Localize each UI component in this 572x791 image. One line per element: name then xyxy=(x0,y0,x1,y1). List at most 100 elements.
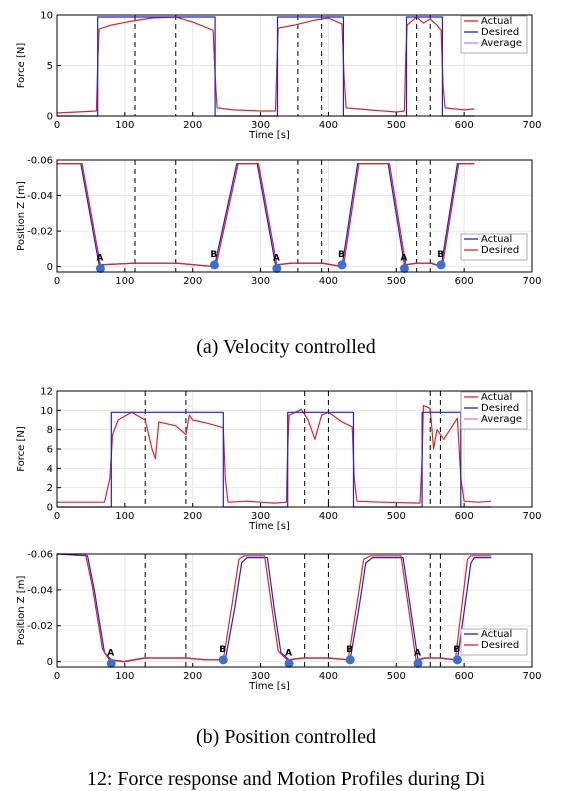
b_position-y-tick-label: 0 xyxy=(47,657,53,668)
b_position-x-tick-label: 300 xyxy=(251,671,270,682)
a_force-y-tick-label: 10 xyxy=(40,11,53,22)
a_position-x-tick-label: 500 xyxy=(387,276,406,287)
b_position-legend-label: Actual xyxy=(481,629,512,640)
b_force-x-tick-label: 700 xyxy=(522,511,541,522)
b_force-y-tick-label: 6 xyxy=(47,445,53,456)
a_position-y-axis-label: Position Z [m] xyxy=(16,181,27,251)
b_position-axes-frame xyxy=(56,553,533,668)
a_position-marker-label: A xyxy=(96,253,103,263)
b_force-y-axis-label: Force [N] xyxy=(16,426,27,472)
a_force-x-tick-label: 400 xyxy=(319,120,338,131)
b_force-legend-label: Actual xyxy=(481,392,512,403)
a_position-marker-point xyxy=(337,260,347,270)
b_force-legend-label: Desired xyxy=(481,403,519,414)
b_position-x-tick-label: 400 xyxy=(319,671,338,682)
b_position-marker-point xyxy=(452,655,462,665)
a_position-y-tick-label: 0 xyxy=(47,262,53,273)
a_position-marker-label: B xyxy=(338,250,345,260)
caption-a: (a) Velocity controlled xyxy=(196,336,376,358)
a_position-series-actual xyxy=(57,163,475,268)
a_position-x-tick-label: 600 xyxy=(455,276,474,287)
b_force-x-axis-label: Time [s] xyxy=(248,521,290,532)
b_force-y-tick-label: 10 xyxy=(40,406,53,417)
b_position-marker-point xyxy=(345,655,355,665)
a_force-x-tick-label: 0 xyxy=(54,120,60,131)
b_force-x-tick-label: 0 xyxy=(54,511,60,522)
a_position-legend-label: Desired xyxy=(481,245,519,256)
a_position-x-tick-label: 200 xyxy=(183,276,202,287)
b_force-y-tick-label: 12 xyxy=(40,387,53,398)
b_force-y-tick-label: 8 xyxy=(47,425,53,436)
b_force-y-tick-label: 0 xyxy=(47,503,53,514)
a_force-y-axis-label: Force [N] xyxy=(16,43,27,89)
b_force-x-tick-label: 300 xyxy=(251,511,270,522)
a_position-marker-point xyxy=(436,260,446,270)
b_position-x-tick-label: 500 xyxy=(387,671,406,682)
a_force-legend-label: Average xyxy=(481,38,522,49)
a_force-legend-box xyxy=(460,15,528,54)
a_position-y-tick-label: -0.02 xyxy=(27,227,53,238)
b_position-legend-label: Desired xyxy=(481,640,519,651)
b_position-x-tick-label: 0 xyxy=(54,671,60,682)
a_position-marker-label: B xyxy=(437,250,444,260)
a_position-legend-label: Actual xyxy=(481,234,512,245)
a_position-axes-frame xyxy=(56,159,533,273)
a_force-y-tick-label: 5 xyxy=(47,61,53,72)
a_position-marker-point xyxy=(95,263,105,273)
b_position-marker-label: A xyxy=(107,648,114,658)
a_position-y-tick-label: -0.04 xyxy=(27,191,53,202)
b_force-x-tick-label: 400 xyxy=(319,511,338,522)
b_force-y-tick-label: 2 xyxy=(47,483,53,494)
b_force-x-tick-label: 600 xyxy=(455,511,474,522)
a_position-marker-point xyxy=(272,263,282,273)
b_position-y-tick-label: -0.06 xyxy=(27,550,53,561)
a_force-x-tick-label: 700 xyxy=(522,120,541,131)
b_position-x-axis-label: Time [s] xyxy=(248,681,290,692)
b_position-marker-label: A xyxy=(285,648,292,658)
b_position-series-actual xyxy=(56,553,492,663)
b_force-x-tick-label: 500 xyxy=(387,511,406,522)
b_position-marker-label: B xyxy=(346,645,353,655)
b_position-x-tick-label: 700 xyxy=(522,671,541,682)
b_force-x-tick-label: 100 xyxy=(115,511,134,522)
a_force-x-tick-label: 300 xyxy=(251,120,270,131)
b_force-series-desired xyxy=(57,411,492,508)
a_position-x-tick-label: 100 xyxy=(115,276,134,287)
b_position-y-axis-label: Position Z [m] xyxy=(16,576,27,646)
a_force-legend-label: Desired xyxy=(481,27,519,38)
b_position-marker-label: B xyxy=(453,645,460,655)
b_position-marker-point xyxy=(284,658,294,668)
b_position-x-tick-label: 100 xyxy=(115,671,134,682)
a_position-x-tick-label: 0 xyxy=(54,276,60,287)
a_position-marker-point xyxy=(209,260,219,270)
a_position-marker-label: A xyxy=(273,253,280,263)
figure-caption: 12: Force response and Motion Profiles d… xyxy=(86,768,486,790)
b_position-y-tick-label: -0.02 xyxy=(27,621,53,632)
b_position-marker-point xyxy=(106,658,116,668)
b_position-legend-box xyxy=(460,628,528,656)
b_position-x-tick-label: 600 xyxy=(455,671,474,682)
b_position-x-tick-label: 200 xyxy=(183,671,202,682)
caption-b: (b) Position controlled xyxy=(196,726,376,748)
a_force-y-tick-label: 0 xyxy=(47,112,53,123)
a_force-series-actual xyxy=(56,16,475,114)
a_position-marker-label: A xyxy=(400,253,407,263)
a_position-legend-box xyxy=(460,233,528,261)
a_position-y-tick-label: -0.06 xyxy=(27,156,53,167)
a_force-x-tick-label: 100 xyxy=(115,120,134,131)
a_force-legend-label: Actual xyxy=(481,16,512,27)
a_force-x-tick-label: 200 xyxy=(183,120,202,131)
a_position-x-tick-label: 300 xyxy=(251,276,270,287)
b_position-y-tick-label: -0.04 xyxy=(27,585,53,596)
a_force-series-desired xyxy=(57,16,475,117)
b_position-marker-label: B xyxy=(219,645,226,655)
b_force-x-tick-label: 200 xyxy=(183,511,202,522)
a_force-x-axis-label: Time [s] xyxy=(248,130,290,141)
b_position-marker-label: A xyxy=(414,648,421,658)
b_position-marker-point xyxy=(218,655,228,665)
b_force-series-actual xyxy=(57,404,492,504)
b_force-y-tick-label: 4 xyxy=(47,464,53,475)
a_position-x-tick-label: 700 xyxy=(522,276,541,287)
a_force-x-tick-label: 600 xyxy=(455,120,474,131)
b_position-marker-point xyxy=(413,658,423,668)
